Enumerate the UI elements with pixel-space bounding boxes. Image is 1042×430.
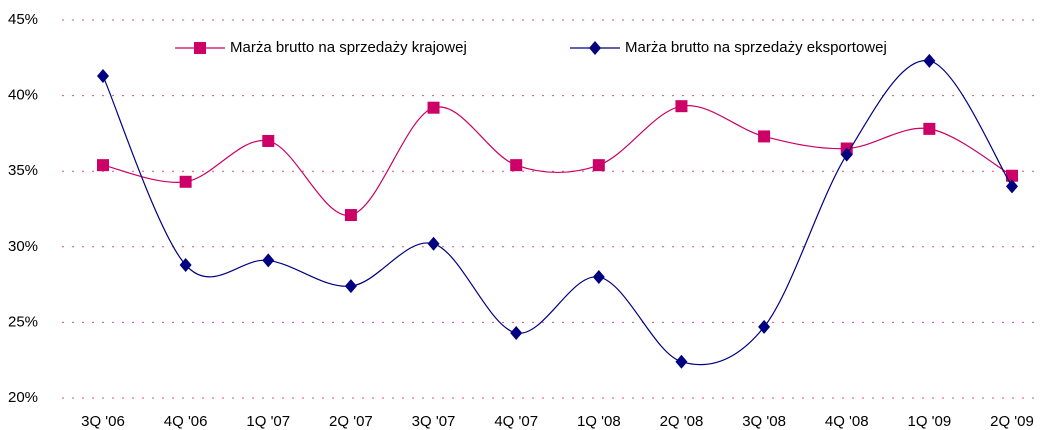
x-tick-label: 2Q '08 <box>660 413 704 430</box>
legend-label: Marża brutto na sprzedaży krajowej <box>230 39 467 56</box>
x-tick-label: 3Q '06 <box>81 413 125 430</box>
point <box>344 209 357 222</box>
point <box>97 159 109 172</box>
x-tick-label: 3Q '07 <box>412 413 456 430</box>
point <box>923 53 936 68</box>
x-tick-label: 1Q '09 <box>907 413 951 430</box>
point <box>675 354 688 369</box>
x-tick-label: 1Q '07 <box>246 413 290 430</box>
point <box>592 270 605 285</box>
y-tick-label: 45% <box>8 11 38 28</box>
point <box>262 253 275 268</box>
x-tick-label: 3Q '08 <box>742 413 786 430</box>
x-tick-label: 4Q '06 <box>164 413 208 430</box>
point <box>344 279 357 294</box>
x-tick-label: 4Q '08 <box>825 413 869 430</box>
x-tick-label: 2Q '09 <box>990 413 1034 430</box>
x-tick-label: 4Q '07 <box>494 413 538 430</box>
point <box>262 134 275 147</box>
x-tick-label: 1Q '08 <box>577 413 621 430</box>
point <box>758 319 771 334</box>
point <box>923 122 936 135</box>
legend-marker <box>194 42 206 54</box>
point <box>179 257 192 272</box>
y-tick-label: 25% <box>8 313 38 330</box>
point <box>592 159 605 172</box>
point <box>179 175 192 188</box>
point <box>1006 169 1018 182</box>
y-tick-label: 30% <box>8 238 38 255</box>
x-tick-label: 2Q '07 <box>329 413 373 430</box>
legend-marker <box>589 41 601 55</box>
series-line <box>102 60 1013 366</box>
point <box>675 100 688 113</box>
y-tick-label: 40% <box>8 87 38 104</box>
legend-label: Marża brutto na sprzedaży eksportowej <box>625 39 887 56</box>
point <box>97 68 109 83</box>
y-tick-label: 35% <box>8 162 38 179</box>
point <box>427 236 440 251</box>
point <box>427 101 440 114</box>
point <box>510 159 523 172</box>
point <box>1006 179 1018 194</box>
y-tick-label: 20% <box>8 389 38 406</box>
series-line <box>102 105 1013 216</box>
point <box>510 325 523 340</box>
point <box>840 147 853 162</box>
point <box>758 130 771 143</box>
